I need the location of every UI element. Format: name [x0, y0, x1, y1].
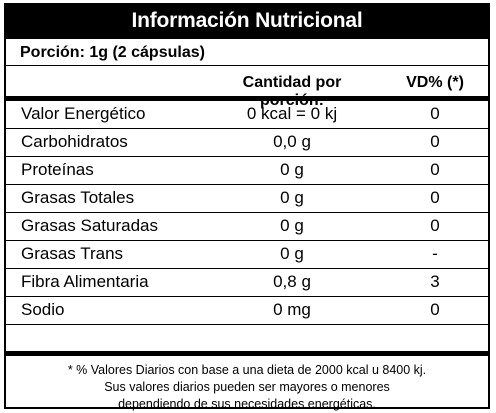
nutrient-dv: 0	[430, 160, 440, 179]
nutrient-dv: 0	[430, 132, 440, 151]
nutrient-name: Carbohidratos	[21, 132, 128, 151]
table-row: Valor Energético 0 kcal = 0 kj 0	[6, 101, 488, 129]
nutrient-amount: 0 g	[280, 160, 304, 179]
table-row: Proteínas 0 g 0	[6, 157, 488, 185]
nutrient-amount: 0 g	[280, 244, 304, 263]
nutrient-dv: 0	[430, 216, 440, 235]
column-header-row: Cantidad por porción: VD% (*)	[6, 66, 488, 109]
table-row: Fibra Alimentaria 0,8 g 3	[6, 269, 488, 297]
nutrient-amount: 0 g	[280, 216, 304, 235]
nutrient-amount: 0 g	[280, 188, 304, 207]
nutrient-name: Valor Energético	[21, 104, 146, 123]
nutrient-dv: 0	[430, 300, 440, 319]
footnote-line: Sus valores diarios pueden ser mayores o…	[104, 380, 390, 394]
table-row: Grasas Totales 0 g 0	[6, 185, 488, 213]
spacer-rule	[6, 325, 488, 356]
nutrient-amount: 0,0 g	[273, 132, 311, 151]
nutrient-name: Grasas Trans	[21, 244, 124, 263]
table-row: Carbohidratos 0,0 g 0	[6, 129, 488, 157]
nutrient-dv: -	[432, 244, 438, 263]
nutrition-facts-label: Información Nutricional Porción: 1g (2 c…	[4, 3, 490, 411]
table-row: Grasas Saturadas 0 g 0	[6, 213, 488, 241]
nutrient-dv: 0	[430, 104, 440, 123]
table-row: Sodio 0 mg 0	[6, 297, 488, 325]
nutrient-dv: 0	[430, 188, 440, 207]
nutrient-amount: 0,8 g	[273, 272, 311, 291]
footnote-line: dependiendo de sus necesidades energétic…	[118, 397, 376, 411]
label-title: Información Nutricional	[6, 5, 488, 39]
footnote-line: * % Valores Diarios con base a una dieta…	[67, 363, 427, 377]
footnote: * % Valores Diarios con base a una dieta…	[6, 356, 488, 413]
nutrient-amount: 0 kcal = 0 kj	[246, 104, 338, 123]
nutrient-name: Sodio	[21, 300, 65, 319]
nutrient-name: Fibra Alimentaria	[21, 272, 149, 291]
table-row: Grasas Trans 0 g -	[6, 241, 488, 269]
dv-column-header: VD% (*)	[406, 74, 464, 91]
amount-column-header: Cantidad por porción:	[242, 74, 342, 109]
nutrient-dv: 3	[430, 272, 440, 291]
portion-size: Porción: 1g (2 cápsulas)	[6, 39, 488, 66]
nutrient-name: Proteínas	[21, 160, 94, 179]
nutrient-amount: 0 mg	[273, 300, 311, 319]
nutrient-name: Grasas Saturadas	[21, 216, 159, 235]
nutrient-name: Grasas Totales	[21, 188, 135, 207]
